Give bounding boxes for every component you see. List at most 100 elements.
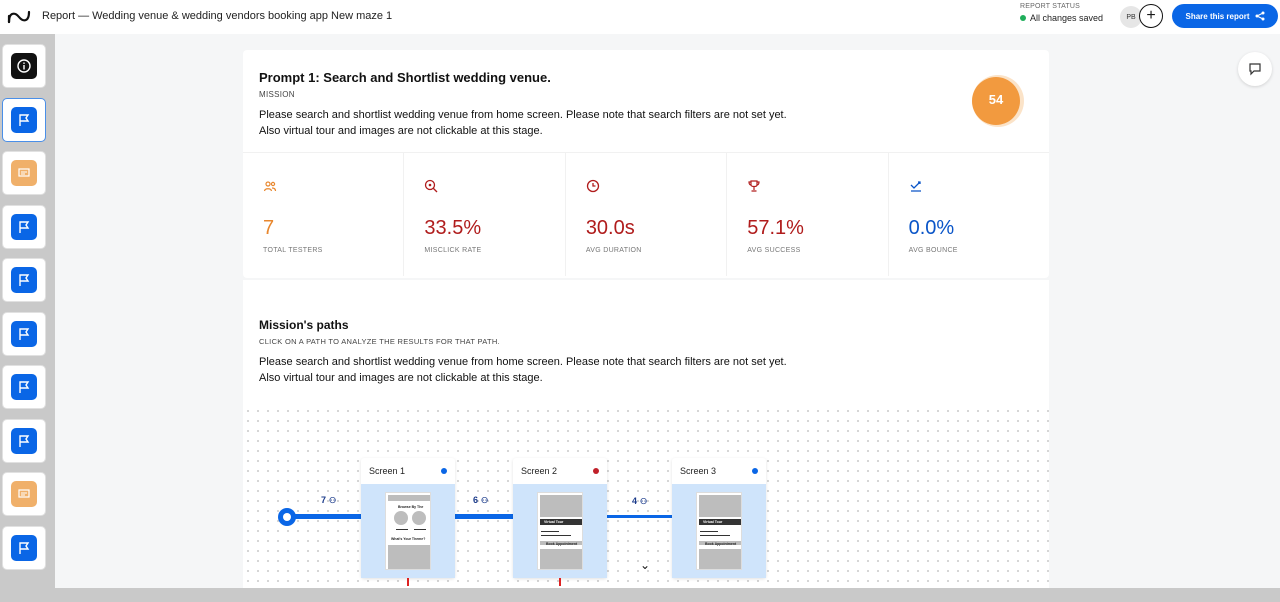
comment-icon [1249, 63, 1261, 76]
sidebar-item-2[interactable] [2, 97, 46, 142]
stat-label: AVG SUCCESS [747, 247, 801, 254]
sidebar-item-3[interactable] [2, 151, 46, 195]
screen-node[interactable]: Screen 2 Virtual Tour Book Appointment [513, 458, 607, 578]
path-line[interactable] [293, 514, 363, 519]
sidebar-item-8[interactable] [2, 418, 46, 463]
mission-card: Prompt 1: Search and Shortlist wedding v… [243, 50, 1049, 278]
mission-label: MISSION [259, 90, 295, 99]
screen-node[interactable]: Screen 3 Virtual Tour Book Appointment [672, 458, 766, 578]
screen-name: Screen 1 [369, 466, 406, 476]
misclick-marker [559, 578, 561, 586]
sidebar-item-10[interactable] [2, 525, 46, 570]
share-report-button[interactable]: Share this report [1172, 4, 1278, 28]
users-icon: ⚇ [640, 496, 648, 506]
sidebar-item-9[interactable] [2, 472, 46, 516]
stat-card: 0.0% AVG BOUNCE [889, 153, 1049, 276]
edge-count[interactable]: 7 ⚇ [321, 495, 336, 505]
misclick-icon [424, 179, 438, 193]
status-value: All changes saved [1020, 13, 1103, 23]
paths-text: Please search and shortlist wedding venu… [259, 356, 787, 384]
stat-label: MISCLICK RATE [424, 247, 482, 254]
screen-header: Screen 2 [513, 458, 607, 484]
stat-card: 7 TOTAL TESTERS [243, 153, 405, 276]
stat-label: AVG BOUNCE [908, 247, 958, 254]
screen-node[interactable]: Screen 1 Browse By The What's Your Theme? [361, 458, 455, 578]
info-icon [11, 53, 37, 79]
path-start-node[interactable] [278, 508, 296, 526]
edge-count-value: 4 [632, 496, 638, 506]
prompt-title: Prompt 1: Search and Shortlist wedding v… [259, 70, 551, 85]
stat-label: AVG DURATION [585, 247, 642, 254]
screen-name: Screen 3 [680, 466, 717, 476]
clock-icon [586, 179, 600, 193]
saved-indicator-icon [1020, 15, 1026, 21]
status-dot-icon [752, 468, 758, 474]
paths-subtitle: CLICK ON A PATH TO ANALYZE THE RESULTS F… [259, 337, 500, 346]
chevron-double-down-icon[interactable]: ⌄ [640, 558, 651, 572]
users-icon: ⚇ [329, 495, 337, 505]
sidebar-item-7[interactable] [2, 365, 46, 409]
thumb-text: Virtual Tour [544, 520, 564, 524]
screen-thumbnail: Virtual Tour Book Appointment [696, 492, 742, 570]
screen-header: Screen 1 [361, 458, 455, 484]
screen-header: Screen 3 [672, 458, 766, 484]
score-ring-icon [972, 75, 1024, 127]
status-label: REPORT STATUS [1020, 3, 1081, 10]
stat-value: 57.1% [747, 217, 804, 239]
screen-preview: Virtual Tour Book Appointment [513, 484, 607, 578]
sidebar-item-6[interactable] [2, 311, 46, 356]
path-line[interactable] [455, 514, 515, 519]
message-icon [11, 160, 37, 186]
stat-value: 33.5% [424, 217, 482, 239]
stat-card: 30.0s AVG DURATION [566, 153, 728, 276]
usability-score: 54 [969, 72, 1027, 130]
block-sidebar [2, 44, 48, 579]
mission-paths-section: Mission's paths CLICK ON A PATH TO ANALY… [243, 280, 1049, 588]
flag-icon [11, 106, 37, 133]
report-title: Report — Wedding venue & wedding vendors… [42, 10, 393, 22]
path-line[interactable] [607, 515, 673, 518]
add-collaborator-button[interactable]: + [1139, 4, 1163, 28]
thumb-text: Virtual Tour [703, 520, 723, 524]
stats-row: 7 TOTAL TESTERS 33.5% MISCLICK RATE 30.0s AVG… [243, 152, 1049, 276]
screen-preview: Virtual Tour Book Appointment [672, 484, 766, 578]
comments-button[interactable] [1238, 52, 1272, 86]
avatar[interactable]: PB [1120, 6, 1142, 28]
edge-count[interactable]: 6 ⚇ [473, 495, 488, 505]
thumb-text: Book Appointment [546, 542, 578, 546]
edge-count[interactable]: 4 ⚇ [632, 496, 647, 506]
report-status: REPORT STATUS All changes saved [1020, 3, 1103, 23]
share-label: Share this report [1185, 11, 1250, 21]
stat-label: TOTAL TESTERS [263, 247, 323, 254]
users-icon [263, 179, 277, 193]
maze-logo-icon[interactable] [6, 8, 32, 26]
misclick-marker [407, 578, 409, 586]
screen-preview: Browse By The What's Your Theme? [361, 484, 455, 578]
flag-icon [11, 267, 37, 293]
flag-icon [11, 427, 37, 454]
flag-icon [11, 213, 37, 240]
sidebar-item-5[interactable] [2, 258, 46, 302]
status-dot-icon [441, 468, 447, 474]
score-value: 54 [988, 91, 1004, 107]
sidebar-item-1[interactable] [2, 44, 46, 88]
edge-count-value: 6 [473, 495, 479, 505]
stat-card: 57.1% AVG SUCCESS [727, 153, 889, 276]
users-icon: ⚇ [481, 495, 489, 505]
flag-icon [11, 534, 37, 561]
stat-value: 30.0s [585, 217, 635, 239]
screen-thumbnail: Browse By The What's Your Theme? [385, 492, 431, 570]
status-dot-icon [593, 468, 599, 474]
status-text: All changes saved [1030, 13, 1104, 23]
paths-title: Mission's paths [259, 318, 349, 332]
sidebar-item-4[interactable] [2, 204, 46, 249]
flag-icon [11, 374, 37, 400]
edge-count-value: 7 [321, 495, 327, 505]
bottom-gutter [0, 588, 1280, 602]
flag-icon [11, 320, 37, 347]
plus-icon: + [1146, 7, 1156, 24]
screen-thumbnail: Virtual Tour Book Appointment [537, 492, 583, 570]
top-bar: Report — Wedding venue & wedding vendors… [0, 0, 1280, 34]
thumb-text: Book Appointment [705, 542, 737, 546]
thumb-text: Browse By The [398, 505, 424, 509]
